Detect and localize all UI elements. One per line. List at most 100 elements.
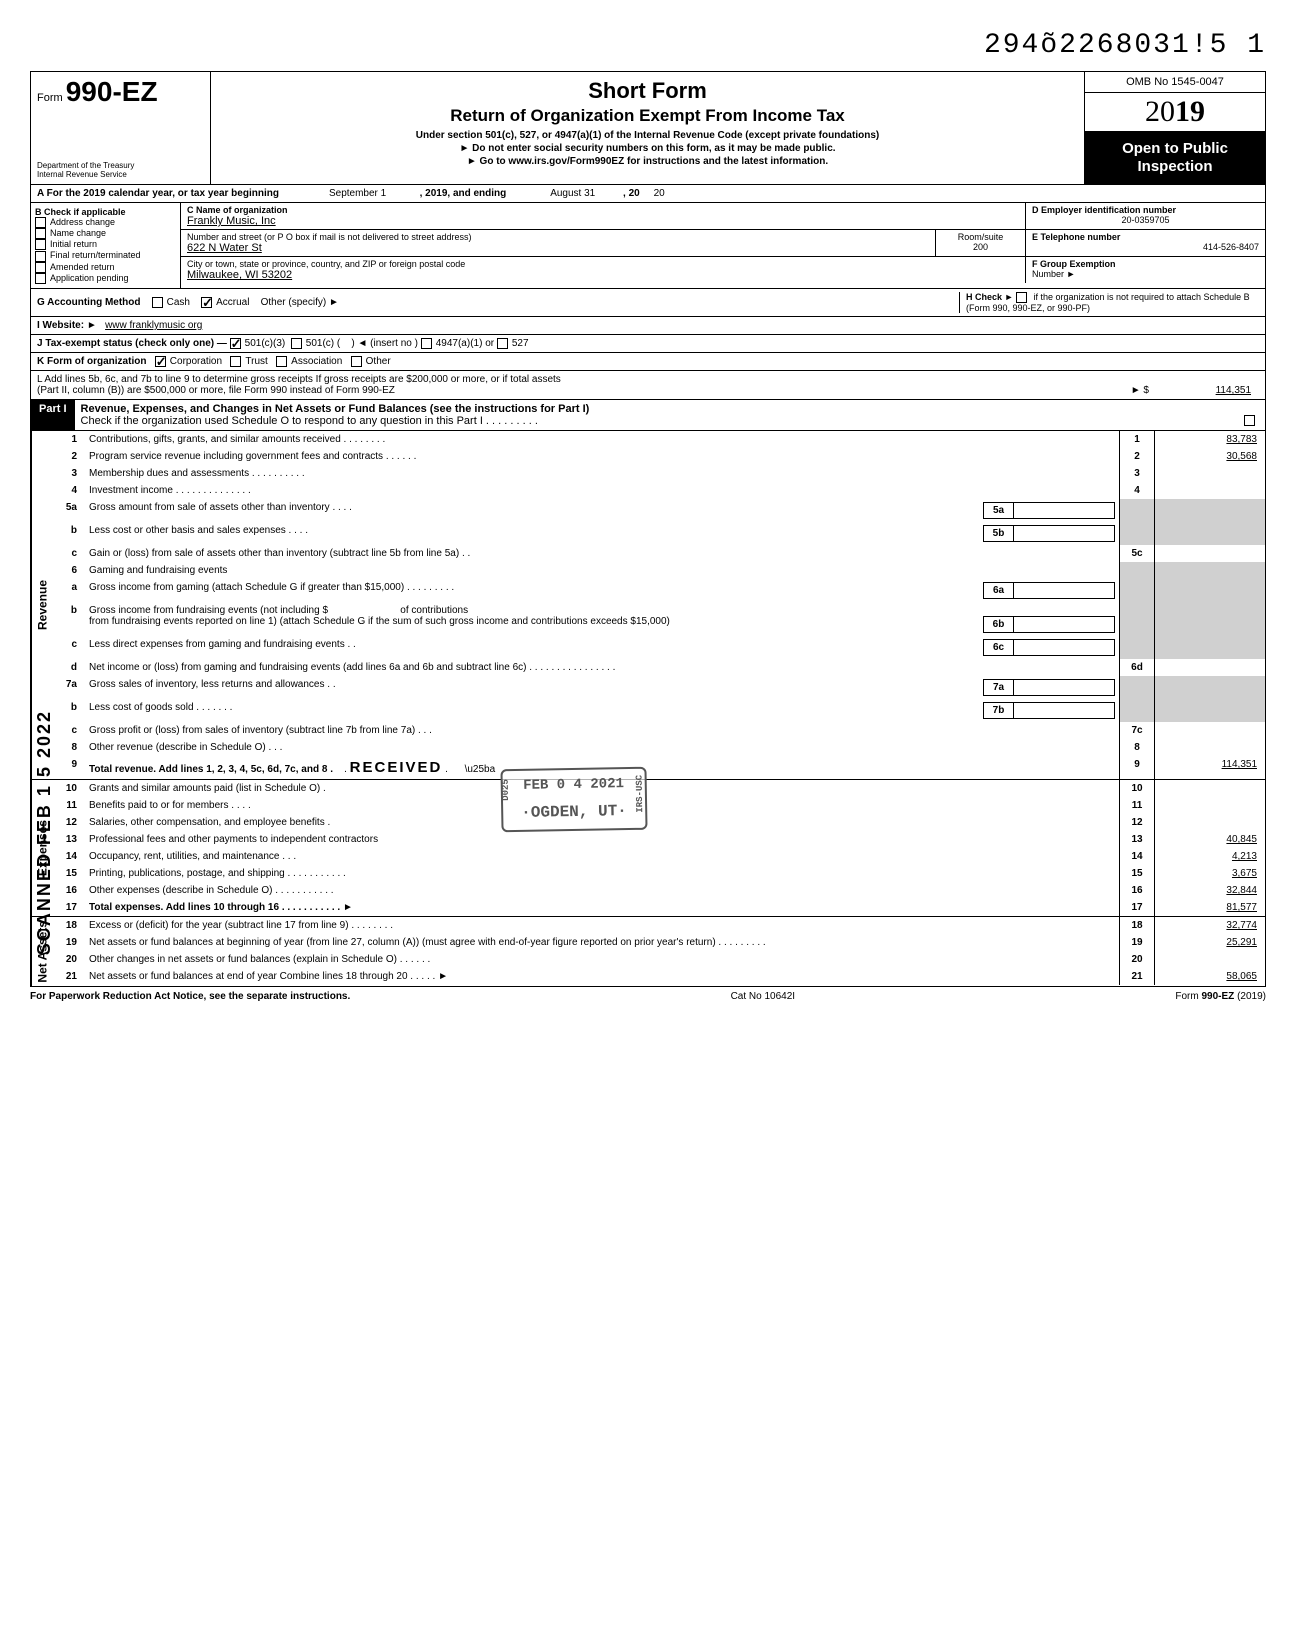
d-value: 20-0359705 — [1032, 215, 1259, 225]
line-j: J Tax-exempt status (check only one) — 5… — [30, 335, 1266, 353]
line-13-text: Professional fees and other payments to … — [85, 831, 1119, 848]
stamp-code2: IRS-USC — [635, 775, 647, 813]
chk-assoc[interactable] — [276, 356, 287, 367]
j-insert: ) ◄ (insert no ) — [351, 338, 418, 349]
chk-cash[interactable] — [152, 297, 163, 308]
part1-tab: Part I — [31, 400, 75, 430]
line-14-amt: 4,213 — [1155, 848, 1265, 865]
g-label: G Accounting Method — [37, 297, 141, 308]
line-8-text: Other revenue (describe in Schedule O) .… — [85, 739, 1119, 756]
line-6-text: Gaming and fundraising events — [85, 562, 1119, 579]
c-city-label: City or town, state or province, country… — [187, 259, 465, 269]
c-name-value: Frankly Music, Inc — [187, 215, 276, 227]
j-527: 527 — [512, 338, 529, 349]
line-6d-text: Net income or (loss) from gaming and fun… — [85, 659, 1119, 676]
j-c: 501(c) ( — [306, 338, 340, 349]
k-trust: Trust — [245, 356, 267, 367]
chk-initial-return[interactable] — [35, 239, 46, 250]
chk-4947[interactable] — [421, 338, 432, 349]
i-label: I Website: ► — [37, 320, 97, 331]
chk-application-pending[interactable] — [35, 273, 46, 284]
b-header: B Check if applicable — [35, 207, 126, 217]
irs-stamp: D025 IRS-USC FEB 0 4 2021 ·OGDEN, UT· — [500, 767, 647, 833]
line-6b-text2: of contributions — [400, 605, 468, 616]
chk-501c3[interactable] — [230, 338, 241, 349]
form-number: 990-EZ — [66, 76, 158, 107]
line-a-begin: September 1 — [329, 188, 386, 199]
form-header: Form 990-EZ Department of the Treasury I… — [30, 71, 1266, 185]
part1-title: Revenue, Expenses, and Changes in Net As… — [81, 403, 590, 415]
chk-accrual[interactable] — [201, 297, 212, 308]
line-8-amt — [1155, 739, 1265, 756]
subtitle: Return of Organization Exempt From Incom… — [221, 106, 1074, 126]
line-gh: G Accounting Method Cash Accrual Other (… — [30, 289, 1266, 317]
line-21-amt: 58,065 — [1155, 968, 1265, 985]
l-arrow: ► $ — [1089, 385, 1149, 396]
k-corp: Corporation — [170, 356, 222, 367]
line-2-amt: 30,568 — [1155, 448, 1265, 465]
line-6a-text: Gross income from gaming (attach Schedul… — [89, 582, 983, 599]
line-a-yr: 20 — [654, 188, 665, 199]
b-item-4: Amended return — [50, 262, 115, 272]
line-k: K Form of organization Corporation Trust… — [30, 353, 1266, 371]
chk-part1-scho[interactable] — [1244, 415, 1255, 426]
year-light: 20 — [1145, 95, 1175, 128]
box-6a: 6a — [984, 583, 1014, 598]
box-5b: 5b — [984, 526, 1014, 541]
ssn-warning: ► Do not enter social security numbers o… — [221, 143, 1074, 154]
footer-mid: Cat No 10642I — [731, 991, 796, 1002]
i-value: www franklymusic org — [105, 320, 202, 331]
line-19-amt: 25,291 — [1155, 934, 1265, 951]
line-13-amt: 40,845 — [1155, 831, 1265, 848]
chk-corp[interactable] — [155, 356, 166, 367]
c-city-value: Milwaukee, WI 53202 — [187, 269, 292, 281]
line-10-amt — [1155, 780, 1265, 797]
chk-address-change[interactable] — [35, 217, 46, 228]
g-other: Other (specify) ► — [261, 297, 339, 308]
line-14-text: Occupancy, rent, utilities, and maintena… — [85, 848, 1119, 865]
under-section: Under section 501(c), 527, or 4947(a)(1)… — [221, 130, 1074, 141]
side-revenue: Revenue — [31, 431, 53, 779]
box-5a: 5a — [984, 503, 1014, 518]
stamp-ogden: ·OGDEN, UT· — [521, 801, 627, 824]
g-cash: Cash — [167, 297, 190, 308]
chk-amended-return[interactable] — [35, 262, 46, 273]
c-street-label: Number and street (or P O box if mail is… — [187, 232, 471, 242]
line-5c-text: Gain or (loss) from sale of assets other… — [85, 545, 1119, 562]
chk-h[interactable] — [1016, 292, 1027, 303]
chk-527[interactable] — [497, 338, 508, 349]
chk-name-change[interactable] — [35, 228, 46, 239]
b-item-3: Final return/terminated — [50, 250, 141, 260]
line-2-text: Program service revenue including govern… — [85, 448, 1119, 465]
chk-501c[interactable] — [291, 338, 302, 349]
line-a: A For the 2019 calendar year, or tax yea… — [30, 185, 1266, 203]
chk-trust[interactable] — [230, 356, 241, 367]
j-label: J Tax-exempt status (check only one) — — [37, 338, 227, 349]
line-1-text: Contributions, gifts, grants, and simila… — [85, 431, 1119, 448]
line-a-mid: , 2019, and ending — [420, 188, 507, 199]
chk-final-return[interactable] — [35, 251, 46, 262]
b-item-2: Initial return — [50, 239, 97, 249]
c-name-label: C Name of organization — [187, 205, 288, 215]
room-value: 200 — [973, 242, 988, 252]
line-4-text: Investment income . . . . . . . . . . . … — [85, 482, 1119, 499]
line-5c-amt — [1155, 545, 1265, 562]
b-item-0: Address change — [50, 217, 115, 227]
line-7a-text: Gross sales of inventory, less returns a… — [89, 679, 983, 696]
c-street-value: 622 N Water St — [187, 242, 262, 254]
line-17-amt: 81,577 — [1155, 899, 1265, 916]
side-expenses: Expenses — [31, 780, 53, 916]
block-bcdef: B Check if applicable Address change Nam… — [30, 203, 1266, 289]
line-5a-text: Gross amount from sale of assets other t… — [89, 502, 983, 519]
form-prefix: Form — [37, 92, 63, 104]
e-label: E Telephone number — [1032, 232, 1120, 242]
line-18-text: Excess or (deficit) for the year (subtra… — [85, 917, 1119, 934]
l-text2: (Part II, column (B)) are $500,000 or mo… — [37, 385, 1089, 396]
f-label2: Number ► — [1032, 269, 1075, 279]
line-1-amt: 83,783 — [1155, 431, 1265, 448]
chk-other-org[interactable] — [351, 356, 362, 367]
open-public-2: Inspection — [1089, 158, 1261, 176]
line-20-amt — [1155, 951, 1265, 968]
part1-check: Check if the organization used Schedule … — [81, 415, 538, 427]
line-7c-text: Gross profit or (loss) from sales of inv… — [85, 722, 1119, 739]
